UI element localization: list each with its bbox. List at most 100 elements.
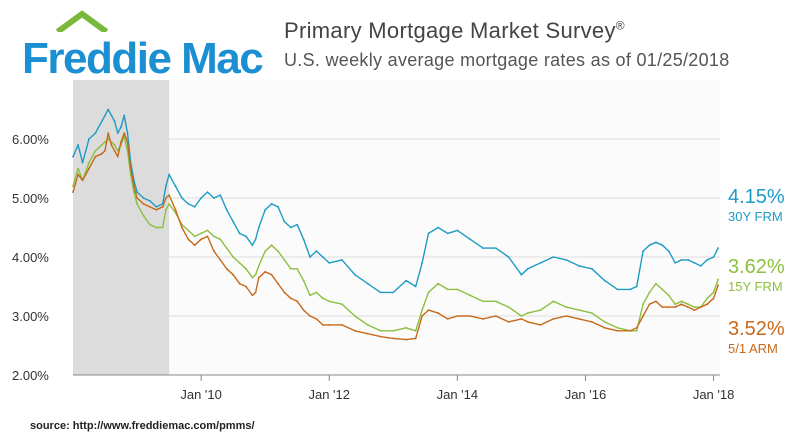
- chart-title: Primary Mortgage Market Survey®: [284, 18, 625, 44]
- series-15y-frm-point: [116, 149, 119, 152]
- series-30y-frm-point: [520, 273, 523, 276]
- series-15y-frm-point: [661, 288, 664, 291]
- series-30y-frm-point: [717, 247, 719, 250]
- series-5-1-arm-point: [437, 312, 439, 314]
- series-5-1-arm-point: [200, 238, 203, 241]
- freddie-mac-logo: Freddie Mac: [22, 10, 264, 83]
- series-30y-frm-point: [421, 262, 423, 264]
- legend-arm-name: 5/1 ARM: [728, 341, 778, 356]
- series-5-1-arm-point: [251, 294, 254, 297]
- series-5-1-arm-point: [174, 208, 177, 211]
- series-15y-frm-point: [405, 326, 407, 329]
- series-15y-frm-point: [270, 244, 273, 247]
- series-5-1-arm-point: [699, 306, 702, 308]
- series-30y-frm-point: [635, 285, 638, 288]
- series-30y-frm-point: [629, 288, 632, 291]
- series-30y-frm-point: [437, 226, 439, 229]
- series-15y-frm-point: [193, 235, 196, 238]
- series-5-1-arm-point: [107, 132, 110, 135]
- series-15y-frm-point: [565, 306, 568, 308]
- series-5-1-arm-point: [165, 197, 167, 199]
- series-5-1-arm-point: [648, 303, 651, 306]
- series-5-1-arm-point: [321, 324, 324, 326]
- series-30y-frm-point: [289, 226, 292, 229]
- series-5-1-arm-point: [289, 297, 292, 300]
- series-5-1-arm-point: [341, 324, 343, 326]
- series-30y-frm-point: [392, 291, 395, 294]
- series-15y-frm-point: [168, 203, 171, 205]
- series-30y-frm-point: [200, 197, 203, 199]
- series-15y-frm-point: [206, 229, 209, 232]
- series-15y-frm-point: [414, 329, 417, 332]
- series-15y-frm-point: [219, 238, 222, 241]
- series-5-1-arm-point: [155, 208, 158, 211]
- series-15y-frm-point: [717, 278, 719, 281]
- series-15y-frm-point: [680, 300, 683, 303]
- series-30y-frm-point: [142, 197, 145, 199]
- series-30y-frm-point: [254, 238, 257, 241]
- series-5-1-arm-point: [213, 250, 215, 253]
- series-5-1-arm-point: [642, 315, 644, 317]
- series-15y-frm-point: [578, 309, 580, 311]
- chart-title-text: Primary Mortgage Market Survey: [284, 18, 616, 43]
- series-30y-frm-point: [88, 138, 90, 140]
- series-5-1-arm-point: [469, 315, 472, 317]
- y-tick-label: 4.00%: [12, 250, 49, 265]
- series-15y-frm-point: [254, 273, 257, 276]
- series-30y-frm-point: [616, 288, 619, 291]
- series-30y-frm-point: [116, 132, 119, 135]
- legend-arm: 3.52% 5/1 ARM: [728, 318, 785, 356]
- series-30y-frm-point: [712, 256, 715, 258]
- series-30y-frm-point: [193, 206, 196, 208]
- series-5-1-arm-point: [414, 337, 417, 340]
- series-5-1-arm-point: [142, 203, 145, 205]
- series-30y-frm-point: [168, 173, 171, 176]
- series-30y-frm-point: [366, 282, 369, 285]
- series-15y-frm-point: [257, 265, 260, 267]
- legend-30y-value: 4.15%: [728, 186, 785, 208]
- series-30y-frm-point: [296, 223, 299, 226]
- series-30y-frm-point: [257, 226, 260, 229]
- series-30y-frm-point: [104, 114, 106, 117]
- series-5-1-arm-point: [427, 309, 430, 311]
- series-15y-frm-point: [155, 226, 158, 229]
- series-15y-frm-point: [238, 262, 241, 264]
- series-5-1-arm-point: [392, 337, 395, 340]
- series-15y-frm-point: [149, 223, 151, 226]
- series-15y-frm-point: [251, 276, 254, 279]
- series-30y-frm-point: [232, 220, 235, 223]
- series-15y-frm-point: [225, 247, 228, 250]
- series-15y-frm-point: [354, 315, 356, 317]
- series-30y-frm-point: [309, 256, 311, 258]
- series-5-1-arm-point: [661, 306, 664, 308]
- series-15y-frm-point: [72, 185, 74, 188]
- series-5-1-arm-point: [72, 191, 74, 194]
- series-5-1-arm-point: [187, 238, 190, 241]
- series-30y-frm-point: [661, 244, 664, 247]
- series-15y-frm-point: [133, 191, 135, 194]
- series-15y-frm-point: [142, 214, 145, 217]
- series-5-1-arm-point: [446, 318, 449, 320]
- series-5-1-arm-point: [309, 315, 311, 317]
- recession-band: [73, 80, 170, 375]
- series-5-1-arm-point: [219, 259, 222, 261]
- series-5-1-arm-point: [635, 326, 638, 329]
- series-5-1-arm-point: [315, 318, 318, 320]
- series-5-1-arm-point: [578, 318, 580, 320]
- series-30y-frm-point: [379, 291, 382, 294]
- series-30y-frm-point: [706, 259, 709, 261]
- series-15y-frm-point: [94, 149, 97, 152]
- series-5-1-arm-point: [257, 276, 260, 279]
- series-5-1-arm-point: [603, 326, 606, 329]
- series-30y-frm-point: [174, 185, 177, 188]
- series-5-1-arm-point: [113, 149, 116, 152]
- series-30y-frm-point: [414, 285, 417, 288]
- series-30y-frm-point: [693, 262, 696, 264]
- series-30y-frm-point: [603, 279, 606, 282]
- series-5-1-arm-point: [405, 338, 407, 341]
- series-15y-frm-point: [427, 291, 430, 294]
- series-30y-frm-point: [405, 279, 407, 282]
- series-5-1-arm-point: [539, 324, 542, 326]
- series-30y-frm-point: [113, 120, 116, 123]
- series-30y-frm-point: [225, 208, 228, 211]
